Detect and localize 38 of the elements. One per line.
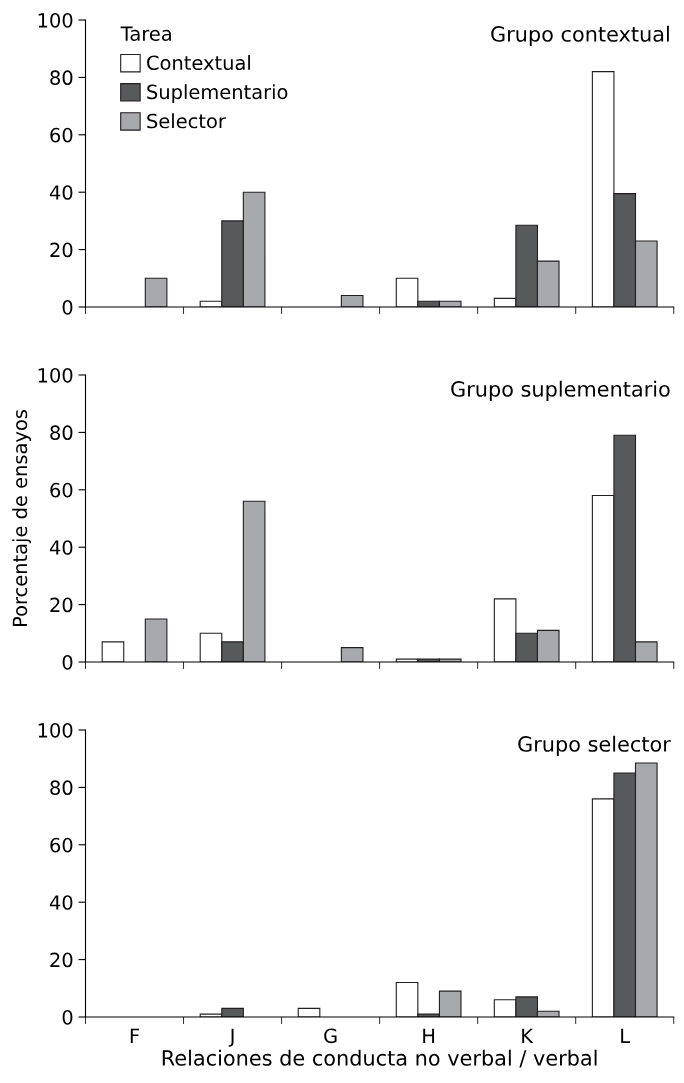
y-tick-label: 20 [50, 597, 73, 613]
legend-label: Selector [147, 113, 226, 129]
bar [144, 277, 168, 307]
y-tick-label: 60 [50, 837, 73, 853]
y-tick-label: 100 [38, 12, 73, 28]
legend-label: Contextual [147, 55, 250, 71]
y-tick-label: 0 [62, 299, 73, 315]
y-tick-label: 60 [50, 482, 73, 498]
y-tick-label: 20 [50, 952, 73, 968]
y-tick-label: 100 [38, 722, 73, 738]
x-tick-label: F [130, 1028, 139, 1043]
y-tick-label: 40 [49, 185, 73, 200]
x-tick-label: J [228, 1028, 234, 1047]
y-tick-label: 80 [50, 70, 73, 86]
y-tick-label: 80 [50, 780, 73, 796]
x-tick-label: H [423, 1028, 435, 1043]
x-tick-label: L [621, 1028, 631, 1043]
x-axis-title: Relaciones de conducta no verbal / verbal [162, 1049, 597, 1068]
y-tick-label: 60 [50, 127, 73, 143]
y-tick-label: 20 [50, 242, 73, 258]
chart-title: Grupo selector [518, 735, 671, 756]
bar [340, 294, 364, 307]
y-axis-title: Porcentaje de ensayos [12, 410, 32, 627]
x-tick-label: G [324, 1028, 337, 1044]
bar [144, 618, 168, 662]
y-tick-label: 100 [38, 367, 73, 383]
legend-label: Suplementario [147, 84, 288, 103]
y-tick-label: 0 [62, 654, 73, 670]
chart-title: Grupo suplementario [451, 380, 670, 401]
bar [101, 641, 125, 662]
y-tick-label: 0 [62, 1009, 73, 1025]
legend-title: Tarea [120, 26, 171, 41]
y-tick-label: 40 [49, 895, 73, 910]
bar [340, 647, 364, 662]
chart-title: Grupo contextual [491, 25, 669, 46]
x-tick-label: K [522, 1028, 534, 1043]
y-tick-label: 80 [50, 425, 73, 441]
y-tick-label: 40 [49, 540, 73, 555]
